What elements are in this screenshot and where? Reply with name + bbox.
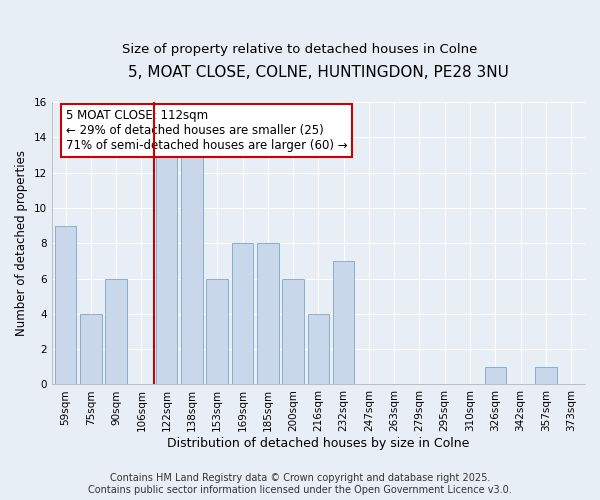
Bar [181, 155, 203, 384]
Bar [156, 155, 178, 384]
Title: 5, MOAT CLOSE, COLNE, HUNTINGDON, PE28 3NU: 5, MOAT CLOSE, COLNE, HUNTINGDON, PE28 3… [128, 65, 509, 80]
Bar [55, 226, 76, 384]
Text: Contains HM Land Registry data © Crown copyright and database right 2025.
Contai: Contains HM Land Registry data © Crown c… [88, 474, 512, 495]
Bar [535, 367, 557, 384]
Y-axis label: Number of detached properties: Number of detached properties [15, 150, 28, 336]
Bar [232, 243, 253, 384]
Bar [106, 278, 127, 384]
Bar [485, 367, 506, 384]
Bar [206, 278, 228, 384]
Bar [80, 314, 101, 384]
Bar [308, 314, 329, 384]
Text: 5 MOAT CLOSE: 112sqm
← 29% of detached houses are smaller (25)
71% of semi-detac: 5 MOAT CLOSE: 112sqm ← 29% of detached h… [65, 109, 347, 152]
X-axis label: Distribution of detached houses by size in Colne: Distribution of detached houses by size … [167, 437, 470, 450]
Bar [333, 261, 355, 384]
Bar [257, 243, 278, 384]
Bar [283, 278, 304, 384]
Text: Size of property relative to detached houses in Colne: Size of property relative to detached ho… [122, 42, 478, 56]
